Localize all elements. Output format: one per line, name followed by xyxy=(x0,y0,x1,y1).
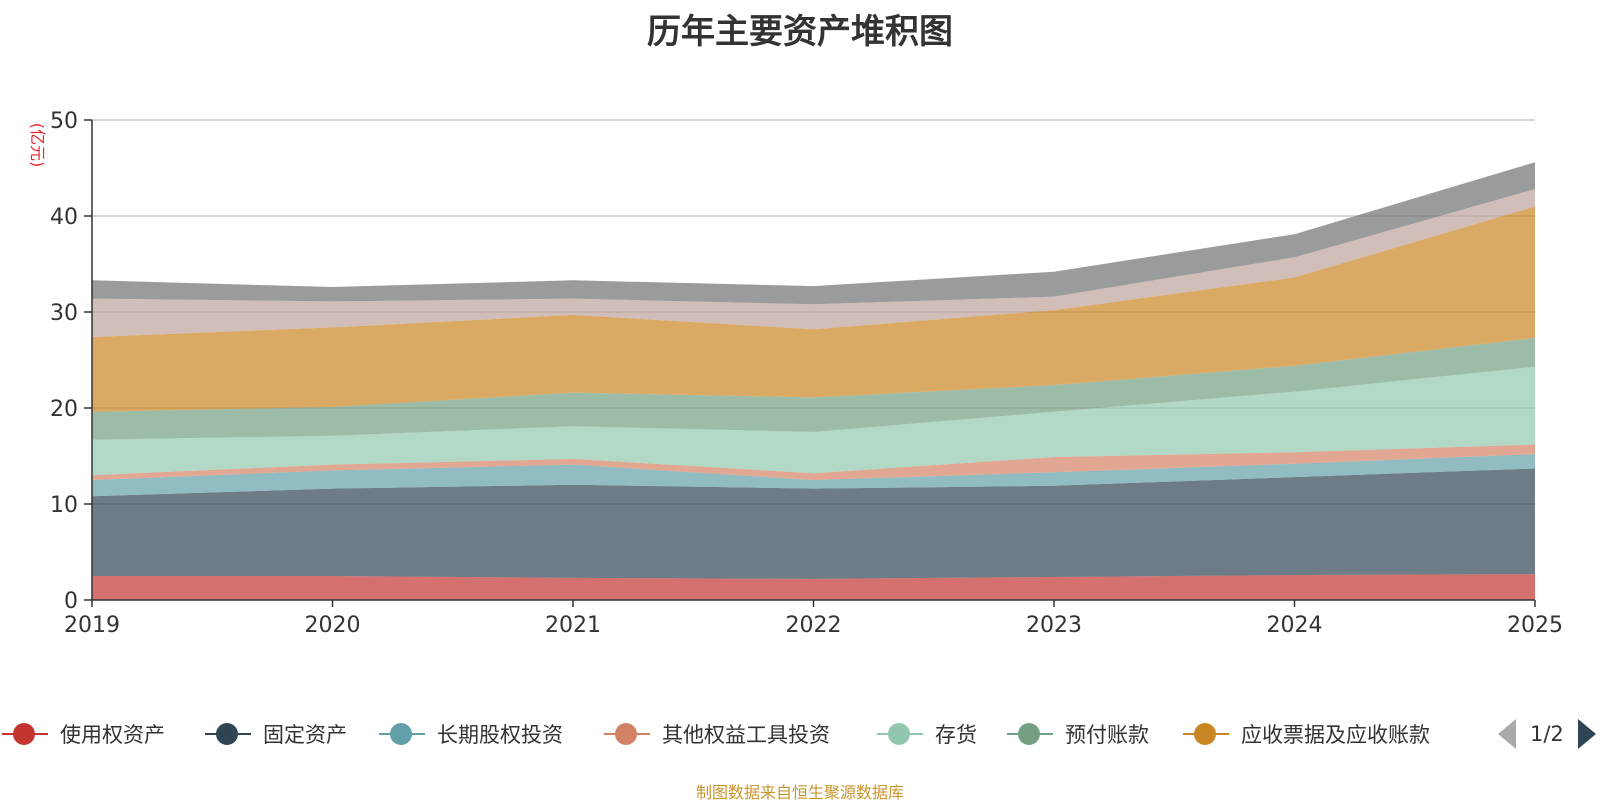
y-tick-label: 20 xyxy=(50,397,78,422)
area-series-7 xyxy=(92,206,1535,412)
area-series-6 xyxy=(92,337,1535,440)
legend-item[interactable]: 长期股权投资 xyxy=(377,714,563,754)
x-tick-label: 2020 xyxy=(305,613,361,638)
area-series-1 xyxy=(92,574,1535,600)
legend-item[interactable]: 固定资产 xyxy=(203,714,347,754)
legend: 使用权资产 固定资产 长期股权投资 其他权益工具投资 存货 预付账款 应收票据及应收账款 1… xyxy=(0,714,1600,754)
legend-label: 存货 xyxy=(935,723,977,747)
axes: 0 10 20 30 40 50 2019 2020 2021 2022 2023 2024 2025 xyxy=(50,109,1563,638)
y-tick-label: 30 xyxy=(50,301,78,326)
legend-item[interactable]: 其他权益工具投资 xyxy=(602,714,830,754)
legend-marker-icon xyxy=(0,714,50,754)
x-tick-label: 2023 xyxy=(1026,613,1082,638)
y-tick-label: 50 xyxy=(50,109,78,134)
legend-label: 预付账款 xyxy=(1065,723,1149,747)
legend-next-page-icon[interactable] xyxy=(1577,719,1596,749)
legend-marker-icon xyxy=(203,714,253,754)
x-tick-label: 2024 xyxy=(1267,613,1323,638)
legend-label: 使用权资产 xyxy=(60,723,165,747)
y-tick-label: 0 xyxy=(64,589,78,614)
legend-marker-icon xyxy=(377,714,427,754)
area-series-5 xyxy=(92,366,1535,476)
x-tick-label: 2025 xyxy=(1507,613,1563,638)
x-tick-label: 2021 xyxy=(545,613,601,638)
legend-marker-icon xyxy=(602,714,652,754)
legend-item[interactable]: 应收票据及应收账款 xyxy=(1181,714,1430,754)
y-tick-label: 40 xyxy=(50,205,78,230)
area-series-3 xyxy=(92,454,1535,497)
area-series-2 xyxy=(92,468,1535,579)
source-note: 制图数据来自恒生聚源数据库 xyxy=(695,783,904,802)
legend-marker-icon xyxy=(1181,714,1231,754)
legend-marker-icon xyxy=(875,714,925,754)
x-tick-label: 2019 xyxy=(64,613,120,638)
area-series-4 xyxy=(92,444,1535,480)
chart-title: 历年主要资产堆积图 xyxy=(647,12,953,52)
area-layers xyxy=(92,162,1535,600)
legend-label: 固定资产 xyxy=(263,723,347,747)
legend-prev-page-icon[interactable] xyxy=(1498,719,1516,749)
legend-marker-icon xyxy=(1005,714,1055,754)
legend-label: 长期股权投资 xyxy=(437,723,563,747)
legend-page-indicator: 1/2 xyxy=(1530,722,1564,746)
legend-pager: 1/2 xyxy=(1498,714,1596,754)
y-tick-label: 10 xyxy=(50,493,78,518)
legend-label: 其他权益工具投资 xyxy=(662,723,830,747)
y-axis-unit-label: (亿元) xyxy=(28,123,47,168)
area-series-8 xyxy=(92,189,1535,337)
legend-label: 应收票据及应收账款 xyxy=(1241,723,1430,747)
area-series-9 xyxy=(92,162,1535,305)
x-tick-label: 2022 xyxy=(786,613,842,638)
legend-item[interactable]: 存货 xyxy=(875,714,977,754)
legend-item[interactable]: 预付账款 xyxy=(1005,714,1149,754)
legend-item[interactable]: 使用权资产 xyxy=(0,714,165,754)
